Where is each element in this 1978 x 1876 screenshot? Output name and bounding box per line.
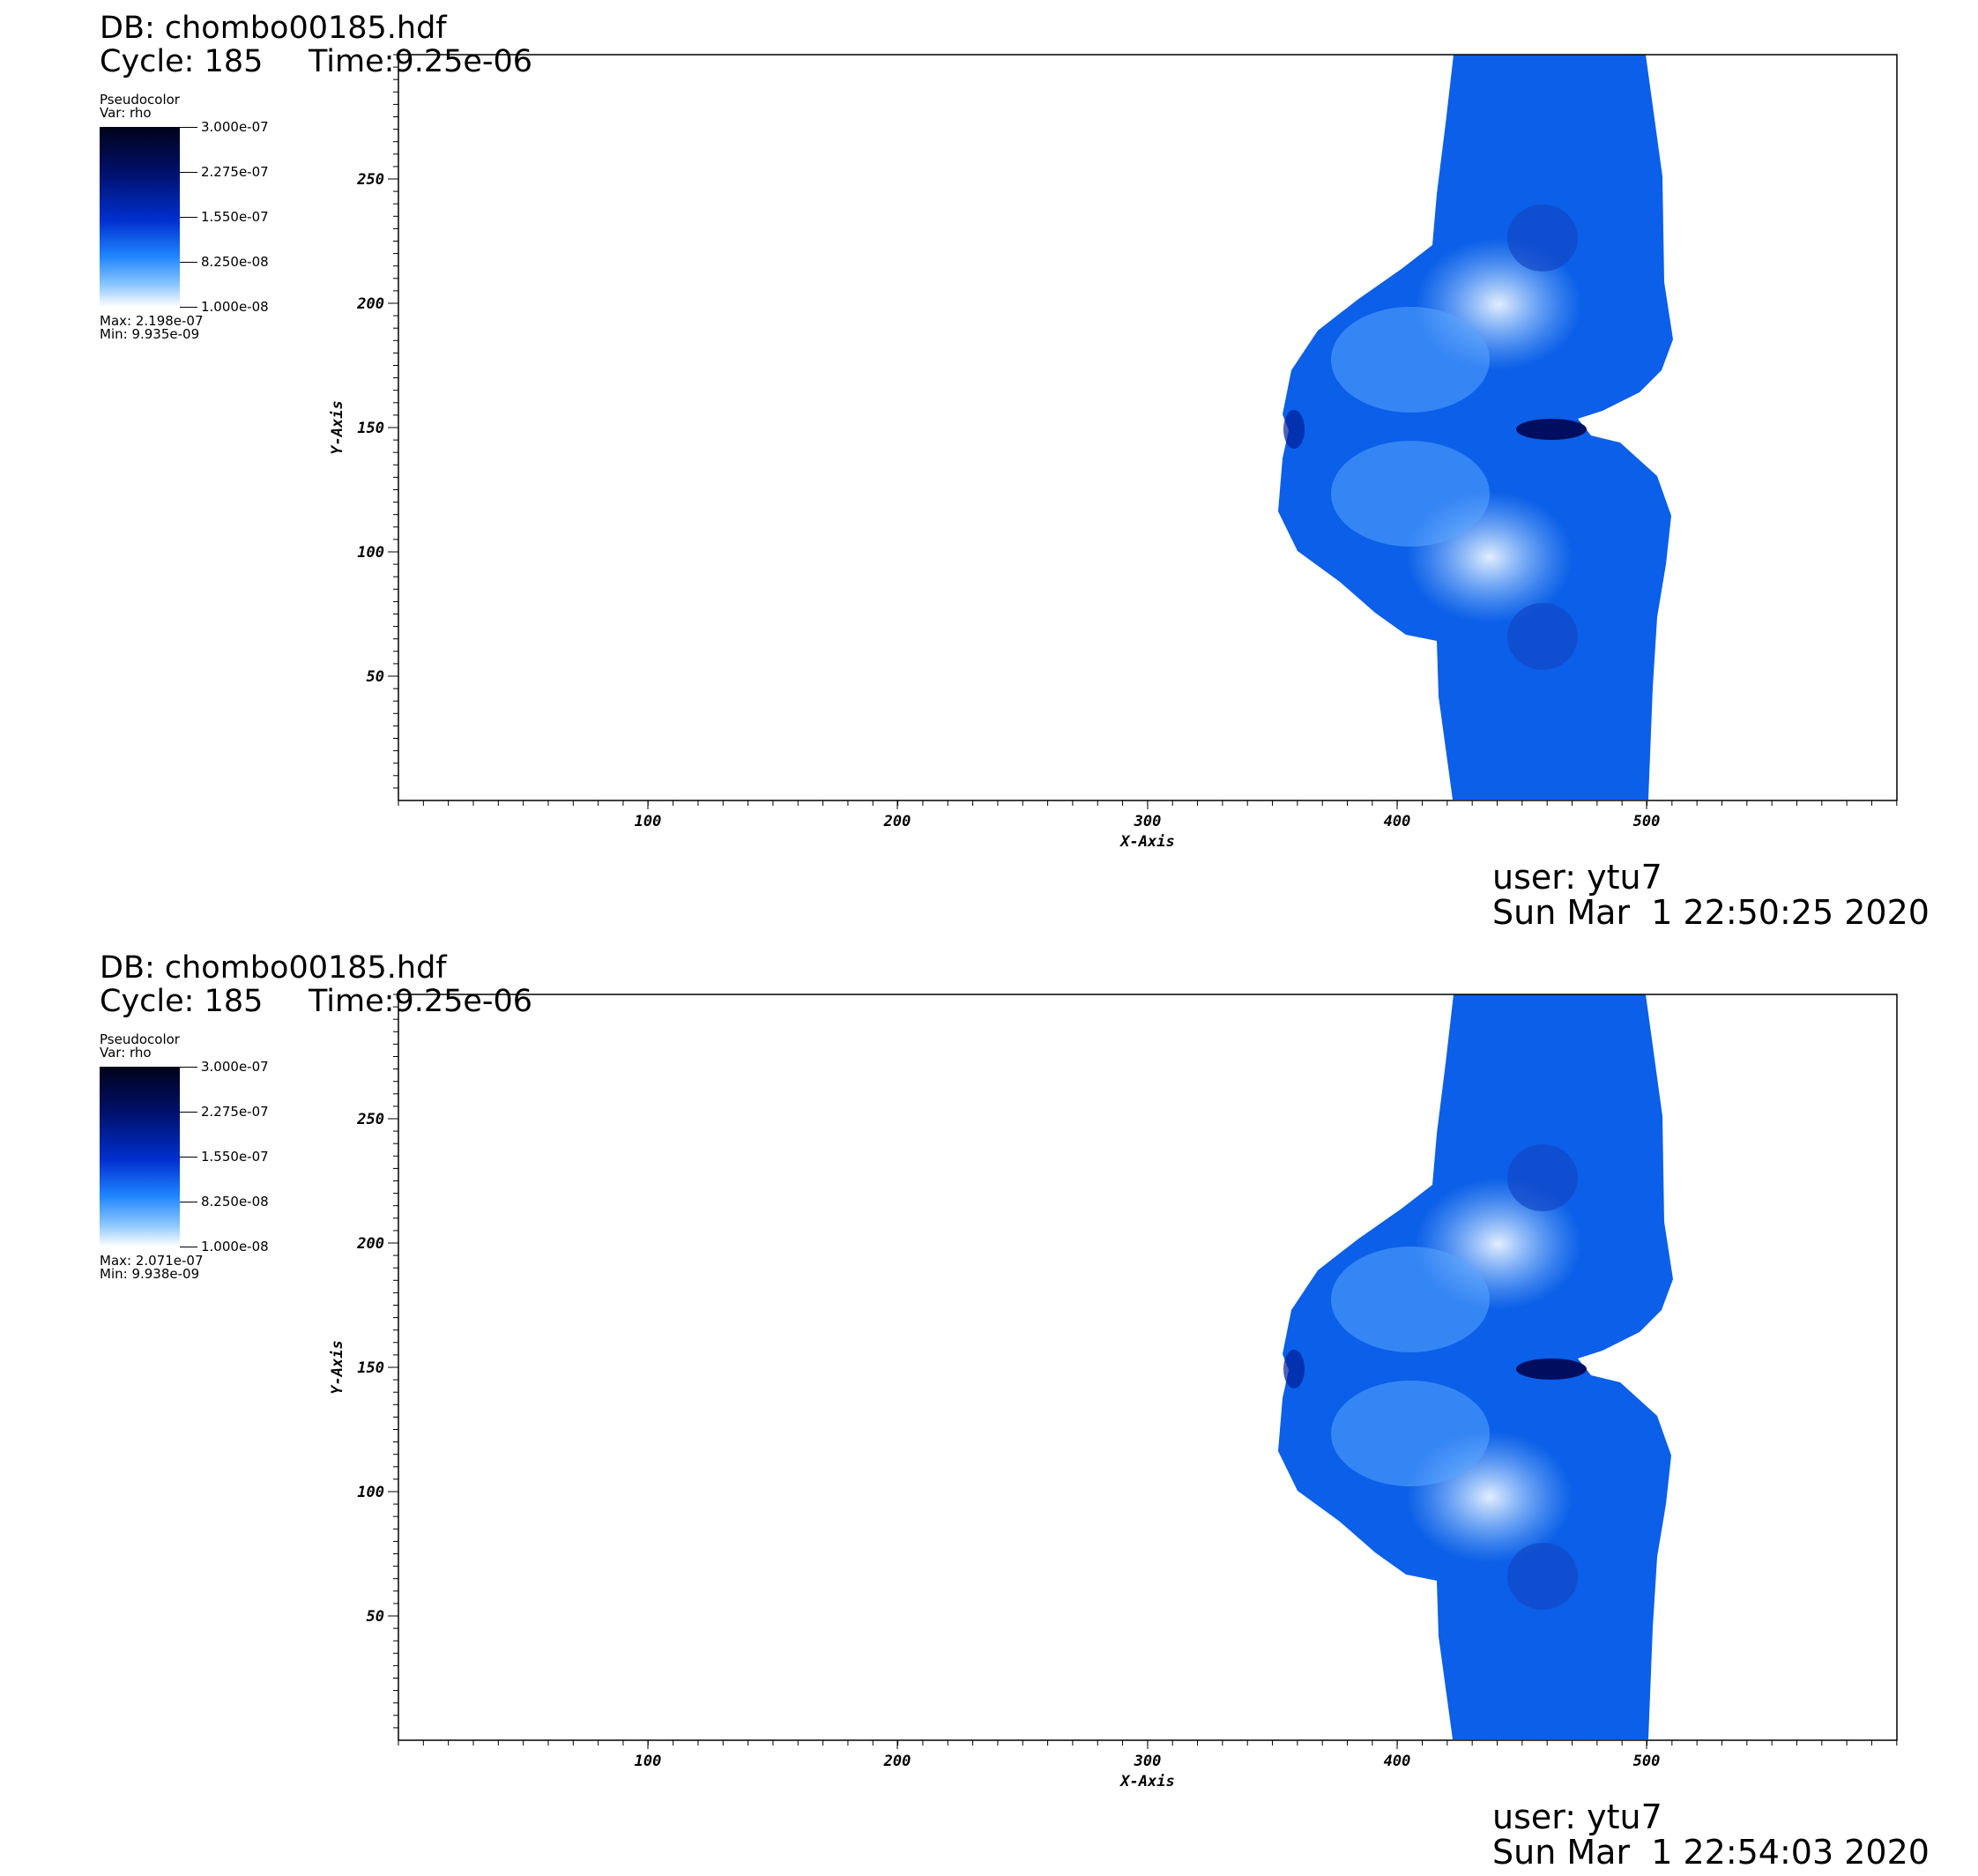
plot-area-1: 250 200 150 100 50 100 200 300 400 500 X… bbox=[329, 54, 1898, 851]
color-bar-label: 1.550e-07 bbox=[201, 1149, 269, 1165]
y-tick-label: 250 bbox=[356, 171, 384, 189]
x-tick-label: 500 bbox=[1633, 813, 1661, 830]
color-bar-label: 1.550e-07 bbox=[201, 209, 269, 225]
color-bar-label: 1.000e-08 bbox=[201, 299, 269, 315]
y-minor-ticks bbox=[393, 994, 398, 1729]
density-field bbox=[1278, 994, 1673, 1739]
y-tick-label: 50 bbox=[367, 1608, 384, 1626]
color-bar-tick bbox=[180, 1067, 197, 1068]
legend-min: Min: 9.938e-09 bbox=[100, 1266, 200, 1282]
x-tick-label: 100 bbox=[635, 1753, 662, 1770]
legend-plot-type: Pseudocolor bbox=[100, 1031, 180, 1047]
legend-variable: Var: rho bbox=[100, 1045, 152, 1061]
color-bar-tick bbox=[180, 1112, 197, 1113]
legend-plot-type: Pseudocolor bbox=[100, 92, 180, 108]
y-axis-label: Y-Axis bbox=[329, 1340, 346, 1394]
y-tick-label: 200 bbox=[356, 295, 384, 313]
y-tick-label: 150 bbox=[357, 420, 384, 437]
x-axis-label: X-Axis bbox=[1119, 833, 1174, 851]
y-tick-label: 200 bbox=[356, 1235, 384, 1253]
y-axis-label: Y-Axis bbox=[329, 400, 346, 454]
color-bar bbox=[100, 1067, 180, 1247]
y-tick-label: 50 bbox=[367, 668, 384, 686]
color-bar-tick bbox=[180, 262, 197, 263]
y-tick-label: 250 bbox=[356, 1111, 384, 1128]
y-tick-label: 150 bbox=[357, 1359, 384, 1377]
color-bar-tick bbox=[180, 127, 197, 128]
color-bar-label: 8.250e-08 bbox=[201, 254, 269, 270]
x-axis-label: X-Axis bbox=[1119, 1773, 1174, 1790]
plot-frame bbox=[398, 994, 1898, 1741]
color-bar-label: 1.000e-08 bbox=[201, 1239, 269, 1254]
time-label: Time:9.25e-06 bbox=[309, 984, 533, 1019]
x-tick-label: 200 bbox=[883, 1753, 911, 1770]
plot-area-2: 250 200 150 100 50 100 200 300 400 500 X… bbox=[329, 994, 1898, 1790]
x-tick-label: 400 bbox=[1384, 1753, 1411, 1770]
color-bar-label: 2.275e-07 bbox=[201, 1104, 269, 1120]
y-tick-label: 100 bbox=[357, 1484, 384, 1501]
y-minor-ticks bbox=[393, 54, 398, 789]
color-bar-label: 3.000e-07 bbox=[201, 1059, 269, 1075]
x-tick-label: 400 bbox=[1384, 813, 1411, 830]
y-tick-label: 100 bbox=[357, 544, 384, 562]
color-bar-tick bbox=[180, 217, 197, 218]
plot-window-1: 250 200 150 100 50 100 200 300 400 500 X… bbox=[0, 0, 1978, 936]
color-bar-label: 2.275e-07 bbox=[201, 164, 269, 180]
color-bar-tick bbox=[180, 307, 197, 308]
user-label: user: ytu7 bbox=[1492, 858, 1662, 897]
cycle-label: Cycle: 185 bbox=[100, 44, 264, 79]
x-tick-label: 300 bbox=[1134, 1753, 1162, 1770]
legend-variable: Var: rho bbox=[100, 105, 152, 121]
database-label: DB: chombo00185.hdf bbox=[100, 950, 447, 986]
color-bar-label: 3.000e-07 bbox=[201, 119, 269, 135]
color-bar-tick bbox=[180, 172, 197, 173]
plot-window-2: 250 200 150 100 50 100 200 300 400 500 X… bbox=[0, 940, 1978, 1876]
user-label: user: ytu7 bbox=[1492, 1798, 1662, 1836]
legend-max: Max: 2.198e-07 bbox=[100, 313, 204, 329]
cycle-label: Cycle: 185 bbox=[100, 984, 264, 1019]
color-bar-label: 8.250e-08 bbox=[201, 1194, 269, 1210]
legend-max: Max: 2.071e-07 bbox=[100, 1253, 204, 1269]
time-label: Time:9.25e-06 bbox=[309, 44, 533, 79]
x-tick-label: 500 bbox=[1633, 1753, 1661, 1770]
x-minor-ticks bbox=[398, 800, 1898, 806]
date-label: Sun Mar 1 22:50:25 2020 bbox=[1492, 893, 1930, 932]
x-tick-label: 100 bbox=[635, 813, 662, 830]
x-tick-label: 200 bbox=[883, 813, 911, 830]
plot-frame bbox=[398, 54, 1898, 801]
legend-min: Min: 9.935e-09 bbox=[100, 326, 200, 342]
color-bar-tick bbox=[180, 1157, 197, 1158]
date-label: Sun Mar 1 22:54:03 2020 bbox=[1492, 1833, 1930, 1872]
x-tick-label: 300 bbox=[1134, 813, 1162, 830]
density-field bbox=[1278, 55, 1673, 800]
color-bar bbox=[100, 127, 180, 307]
database-label: DB: chombo00185.hdf bbox=[100, 11, 447, 46]
